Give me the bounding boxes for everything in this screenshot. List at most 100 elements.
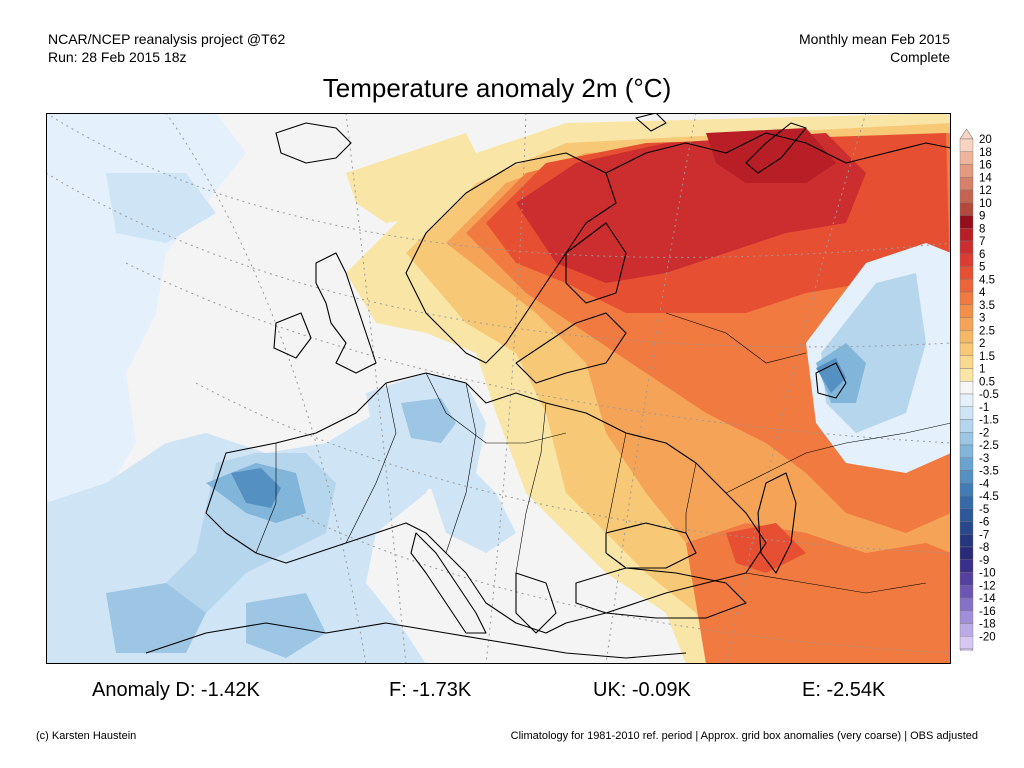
finland-outline [565, 222, 627, 304]
period-label: Monthly mean Feb 2015 [799, 31, 950, 47]
colorbar-swatch [959, 228, 974, 242]
colorbar-swatch [959, 138, 974, 152]
colorbar-swatch [959, 291, 974, 305]
colorbar-label: -0.5 [979, 389, 999, 401]
turkey-outline [575, 567, 747, 619]
atlantic-cool-band [106, 173, 216, 243]
colorbar-swatch [959, 279, 974, 293]
spain-anomaly: E: -2.54K [802, 679, 886, 701]
colorbar-label: 10 [979, 198, 992, 210]
colorbar-label: 1.5 [979, 351, 995, 363]
colorbar-swatch [959, 559, 974, 573]
colorbar-label: 5 [979, 262, 985, 274]
colorbar-swatch [959, 534, 974, 548]
colorbar-swatch [959, 215, 974, 229]
colorbar-label: 18 [979, 147, 992, 159]
colorbar-label: -9 [979, 555, 989, 567]
status-label: Complete [890, 49, 950, 65]
colorbar-label: -5 [979, 504, 989, 516]
colorbar-swatch [959, 623, 974, 637]
russia-north-coast [605, 132, 951, 174]
colorbar-swatch [959, 495, 974, 509]
aral-outline [815, 362, 847, 399]
credit-label: (c) Karsten Haustein [36, 730, 137, 742]
colorbar-swatch [959, 470, 974, 484]
baltic-coast [515, 312, 627, 384]
iberia-cold-center [231, 468, 281, 508]
colorbar-label: 6 [979, 249, 985, 261]
graticule [46, 113, 951, 664]
north-africa-cool-2 [246, 593, 326, 658]
colorbar-swatch [959, 419, 974, 433]
caspian-outline [757, 472, 797, 574]
italy-outline [410, 532, 487, 634]
colorbar-label: -1.5 [979, 415, 999, 427]
russia-warm-peak [706, 128, 836, 183]
iceland-warm [346, 133, 486, 223]
colorbar-label: -18 [979, 619, 996, 631]
colorbar-swatch [959, 253, 974, 267]
colorbar-label: -2 [979, 427, 989, 439]
alps-cold-core [401, 398, 456, 443]
colorbar-swatch [959, 151, 974, 165]
header-left: NCAR/NCEP reanalysis project @T62 Run: 2… [48, 30, 285, 66]
colorbar-label: 3.5 [979, 300, 995, 312]
colorbar-swatch [959, 572, 974, 586]
colorbar-label: -16 [979, 606, 996, 618]
colorbar-swatch [959, 202, 974, 216]
black-sea-outline [605, 522, 697, 569]
colorbar-label: -10 [979, 568, 996, 580]
colorbar-label: -3 [979, 453, 989, 465]
iceland-outline [275, 122, 352, 164]
uk-anomaly: UK: -0.09K [593, 679, 691, 701]
colorbar-swatch [959, 355, 974, 369]
colorbar-label: -1 [979, 402, 989, 414]
colorbar-swatch [959, 177, 974, 191]
north-africa-cool [106, 583, 206, 653]
colorbar-swatch [959, 636, 974, 650]
colorbar-swatch [959, 381, 974, 395]
header-right: Monthly mean Feb 2015 Complete [799, 30, 950, 66]
run-label: Run: 28 Feb 2015 18z [48, 49, 187, 65]
colorbar-swatch [959, 508, 974, 522]
colorbar-label: 9 [979, 211, 985, 223]
colorbar-swatch [959, 432, 974, 446]
north-africa-coast [145, 622, 687, 659]
colorbar-swatch [959, 610, 974, 624]
kazakhstan-cold-core [816, 358, 846, 393]
colorbar-label: 2.5 [979, 325, 995, 337]
colorbar-swatch [959, 457, 974, 471]
middle-east-warm-core [726, 523, 806, 573]
colorbar-label: -14 [979, 593, 996, 605]
colorbar-label: 7 [979, 236, 985, 248]
colorbar-label: -7 [979, 529, 989, 541]
colorbar-swatch [959, 330, 974, 344]
colorbar-label: -12 [979, 580, 996, 592]
colorbar-swatch [959, 546, 974, 560]
colorbar-label: 3 [979, 313, 985, 325]
colorbar-label: -8 [979, 542, 989, 554]
colorbar-legend: 201816141210987654.543.532.521.510.5-0.5… [959, 128, 999, 651]
europe-mainland [205, 372, 767, 634]
colorbar-label: -6 [979, 517, 989, 529]
colorbar-label: 12 [979, 185, 992, 197]
country-anomaly-stats: Anomaly D: -1.42K F: -1.73K UK: -0.09K E… [0, 679, 1024, 709]
colorbar-swatch [959, 189, 974, 203]
colorbar-label: 16 [979, 160, 992, 172]
colorbar-label: 0.5 [979, 376, 995, 388]
colorbar-swatch [959, 406, 974, 420]
colorbar-label: -4.5 [979, 491, 999, 503]
anomaly-map [46, 113, 951, 664]
colorbar-top-arrow [959, 128, 974, 140]
colorbar-swatches [959, 128, 974, 651]
colorbar-label: 1 [979, 364, 985, 376]
novaya-zemlya [745, 122, 807, 174]
germany-anomaly: Anomaly D: -1.42K [92, 679, 260, 701]
colorbar-label: -3.5 [979, 466, 999, 478]
colorbar-swatch [959, 393, 974, 407]
colorbar-label: -2.5 [979, 440, 999, 452]
ireland-outline [273, 312, 312, 359]
britain-outline [315, 252, 377, 374]
colorbar-swatch [959, 317, 974, 331]
project-label: NCAR/NCEP reanalysis project @T62 [48, 31, 286, 47]
